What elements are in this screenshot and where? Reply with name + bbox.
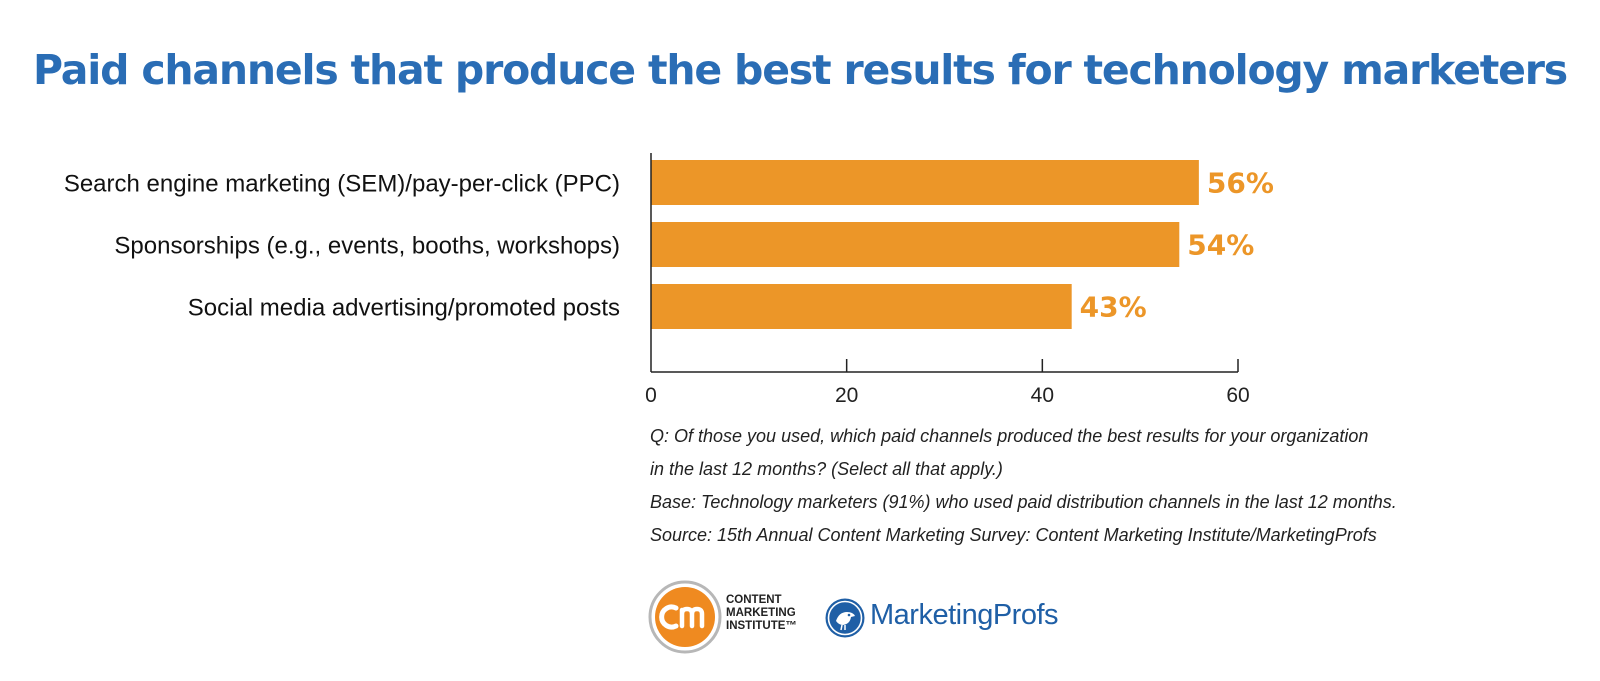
- cm-logo-icon: [648, 580, 722, 654]
- note-line: Base: Technology marketers (91%) who use…: [650, 492, 1397, 512]
- x-tick-label: 60: [1226, 384, 1249, 407]
- note-line: Source: 15th Annual Content Marketing Su…: [650, 525, 1377, 545]
- bar-chart: Search engine marketing (SEM)/pay-per-cl…: [64, 153, 1274, 407]
- chart-notes: Q: Of those you used, which paid channel…: [650, 420, 1550, 552]
- data-label: 54%: [1187, 229, 1254, 262]
- x-tick-label: 40: [1031, 384, 1054, 407]
- bar: [651, 222, 1180, 267]
- chart-title: Paid channels that produce the best resu…: [33, 46, 1568, 94]
- cmi-logo-line: INSTITUTE™: [726, 620, 797, 632]
- bar: [651, 160, 1199, 205]
- note-line: in the last 12 months? (Select all that …: [650, 459, 1003, 479]
- category-label: Social media advertising/promoted posts: [188, 295, 620, 322]
- marketingprofs-logo-text: MarketingProfs: [870, 599, 1059, 631]
- cmi-logo: CONTENT MARKETING INSTITUTE™: [648, 580, 828, 655]
- marketingprofs-logo: MarketingProfs: [824, 589, 1094, 649]
- category-label: Search engine marketing (SEM)/pay-per-cl…: [64, 171, 620, 198]
- logos: CONTENT MARKETING INSTITUTE™ MarketingPr…: [648, 580, 1098, 655]
- data-label: 56%: [1207, 167, 1274, 200]
- bar: [651, 284, 1072, 329]
- bird-logo-icon: [825, 598, 865, 638]
- note-line: Q: Of those you used, which paid channel…: [650, 426, 1369, 446]
- x-tick-label: 20: [835, 384, 858, 407]
- cmi-logo-line: CONTENT: [726, 594, 782, 606]
- data-label: 43%: [1080, 291, 1147, 324]
- category-label: Sponsorships (e.g., events, booths, work…: [114, 233, 620, 260]
- cmi-logo-line: MARKETING: [726, 607, 796, 619]
- x-tick-label: 0: [645, 384, 657, 407]
